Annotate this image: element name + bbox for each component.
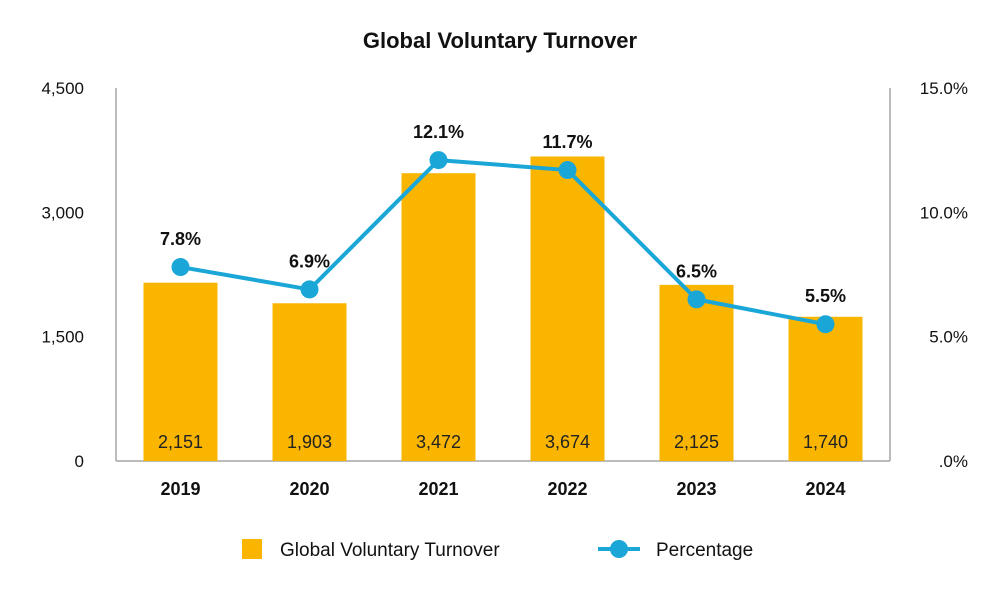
x-tick-label: 2020 (289, 479, 329, 499)
percentage-point (429, 151, 448, 170)
y-left-tick-label: 3,000 (41, 203, 84, 222)
y-left-tick-label: 1,500 (41, 328, 84, 347)
percentage-line (180, 158, 826, 327)
legend-line-marker (610, 540, 628, 558)
axes: 0 1,500 3,000 4,500 .0% 5.0% 10.0% 15.0% (41, 79, 968, 471)
percentage-point (300, 280, 319, 299)
x-tick-label: 2019 (160, 479, 200, 499)
percentage-label: 6.5% (676, 261, 717, 281)
y-right-tick-label: .0% (939, 452, 968, 471)
legend-line-label: Percentage (656, 540, 753, 561)
percentage-label: 12.1% (413, 122, 464, 142)
legend-bar-swatch (242, 539, 262, 559)
percentage-point (558, 161, 577, 180)
y-left-tick-label: 0 (75, 452, 84, 471)
x-tick-label: 2021 (418, 479, 458, 499)
bar-value-label: 2,125 (674, 432, 719, 452)
percentage-point (687, 290, 706, 309)
bar (401, 173, 476, 461)
labels: 2,151 2019 1,903 2020 3,472 2021 3,674 2022 2,12… (158, 122, 848, 499)
x-tick-label: 2024 (805, 479, 845, 499)
bar (143, 282, 218, 461)
y-left-tick-label: 4,500 (41, 79, 84, 98)
bar-value-label: 3,674 (545, 432, 590, 452)
x-tick-label: 2023 (676, 479, 716, 499)
bar (788, 316, 863, 461)
percentage-point (171, 258, 190, 277)
bar-value-label: 1,740 (803, 432, 848, 452)
bar-value-label: 1,903 (287, 432, 332, 452)
percentage-label: 11.7% (542, 132, 592, 152)
legend: Global Voluntary Turnover Percentage (242, 539, 753, 561)
percentage-label: 6.9% (289, 251, 330, 271)
percentage-label: 7.8% (160, 229, 201, 249)
bar-value-label: 3,472 (416, 432, 461, 452)
percentage-label: 5.5% (805, 286, 846, 306)
percentage-line-group (171, 151, 835, 334)
percentage-point (816, 315, 835, 334)
bar-value-label: 2,151 (158, 432, 203, 452)
x-tick-label: 2022 (547, 479, 587, 499)
y-right-tick-label: 5.0% (929, 328, 968, 347)
bar (530, 156, 605, 461)
y-right-tick-label: 10.0% (920, 203, 968, 222)
bar (272, 303, 347, 461)
y-right-tick-label: 15.0% (920, 79, 968, 98)
bar (659, 284, 734, 461)
legend-bar-label: Global Voluntary Turnover (280, 540, 500, 561)
bars (143, 156, 863, 461)
chart-title: Global Voluntary Turnover (363, 28, 638, 53)
